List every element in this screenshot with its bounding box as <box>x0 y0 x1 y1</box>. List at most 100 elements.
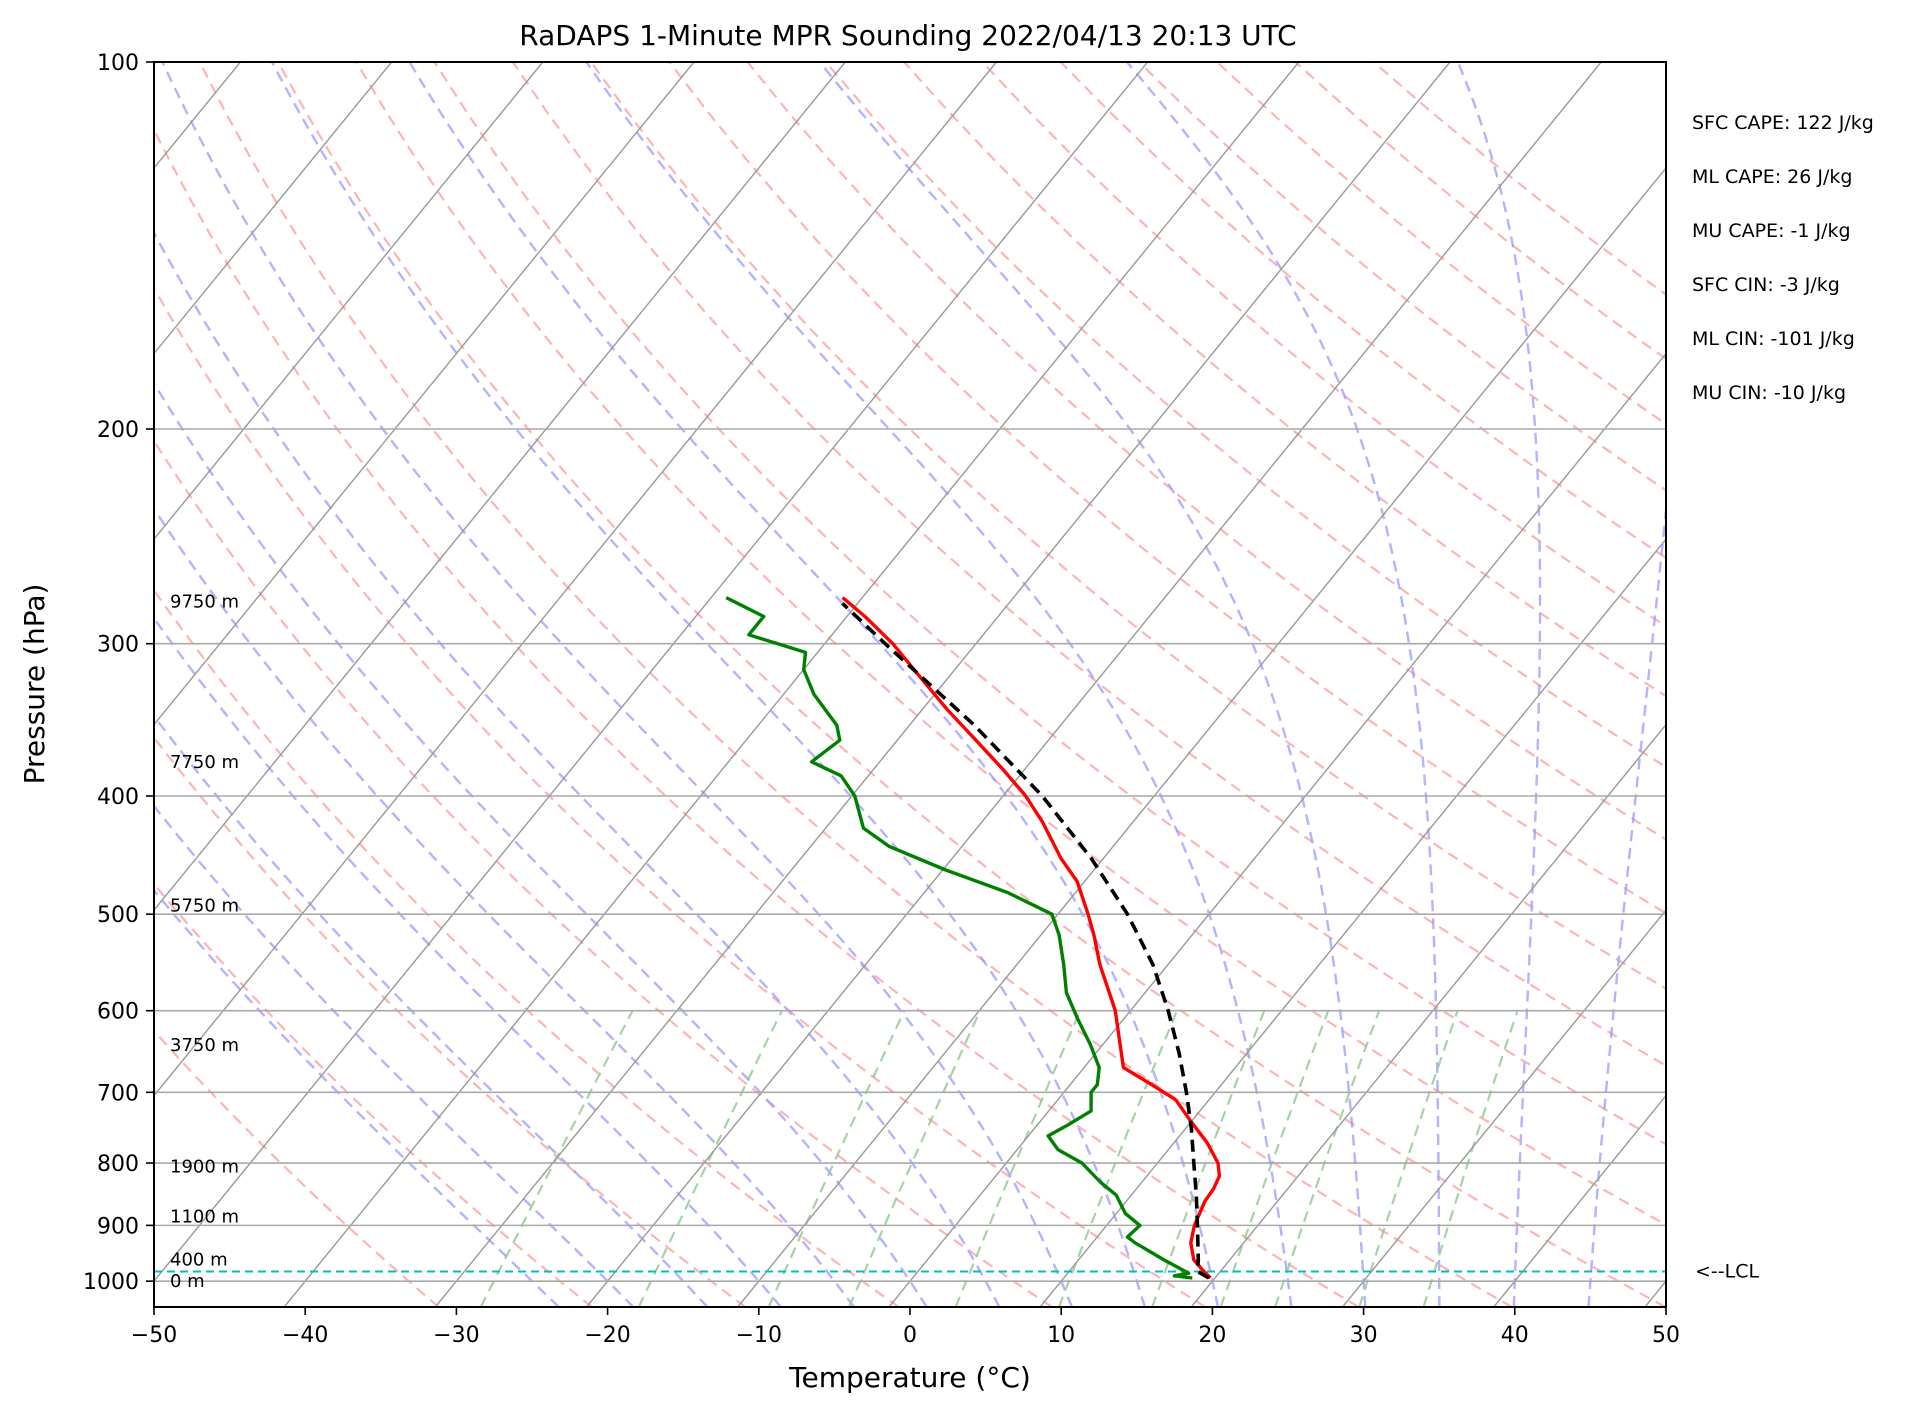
moist-adiabat <box>585 62 1293 1307</box>
height-label: 0 m <box>170 1271 205 1292</box>
series-line-2 <box>725 596 1193 1280</box>
x-tick-label: 20 <box>1198 1323 1226 1348</box>
isobars <box>154 62 1666 1282</box>
mixing-ratio-line <box>1219 1010 1330 1307</box>
y-tick-label: 900 <box>97 1214 139 1239</box>
isotherm <box>154 62 544 541</box>
dry-adiabat <box>511 62 1666 1067</box>
moist-adiabat <box>161 62 1074 1307</box>
y-tick-label: 1000 <box>83 1270 139 1295</box>
stat-line: MU CAPE: -1 J/kg <box>1692 220 1851 242</box>
moist-adiabat <box>154 888 560 1307</box>
isotherm <box>1039 537 1666 1307</box>
chart-title: RaDAPS 1-Minute MPR Sounding 2022/04/13 … <box>519 19 1296 52</box>
moist-adiabat <box>1456 62 1542 1307</box>
dry-adiabat <box>903 62 1666 698</box>
moist-adiabat <box>154 506 855 1307</box>
dry-adiabats <box>154 62 1666 1307</box>
isotherm <box>586 62 1602 1307</box>
isotherm <box>154 62 393 355</box>
mixing-ratio-line <box>1151 1010 1266 1307</box>
lcl-label: <--LCL <box>1695 1261 1759 1283</box>
y-tick-label: 500 <box>97 903 139 928</box>
height-label: 1100 m <box>170 1206 239 1227</box>
mixing-ratio-line <box>767 1010 906 1307</box>
sounding-profiles <box>725 596 1222 1280</box>
x-tick-label: −40 <box>282 1323 328 1348</box>
height-label: 1900 m <box>170 1156 239 1177</box>
dry-adiabat <box>1216 62 1666 426</box>
y-tick-label: 100 <box>97 51 139 76</box>
dry-adiabat <box>154 882 593 1307</box>
dry-adiabat <box>1372 62 1666 296</box>
isotherm <box>737 166 1666 1307</box>
isotherm <box>888 352 1666 1307</box>
stat-line: MU CIN: -10 J/kg <box>1692 382 1846 404</box>
y-tick-label: 200 <box>97 418 139 443</box>
moist-adiabat <box>1125 62 1441 1307</box>
dry-adiabat <box>590 62 1666 990</box>
dry-adiabat <box>981 62 1666 628</box>
moist-adiabat <box>270 62 1146 1307</box>
x-tick-label: −50 <box>131 1323 177 1348</box>
dry-adiabat <box>824 62 1666 769</box>
stat-line: ML CAPE: 26 J/kg <box>1692 166 1852 188</box>
mixing-ratio-line <box>954 1010 1082 1307</box>
mixing-ratio-line <box>479 1010 634 1307</box>
series-line-1 <box>841 596 1222 1280</box>
dry-adiabat <box>198 62 1513 1307</box>
height-label: 7750 m <box>170 752 239 773</box>
mixing-ratio-lines <box>479 1010 1519 1307</box>
x-tick-label: −20 <box>584 1323 630 1348</box>
x-tick-label: 30 <box>1350 1323 1378 1348</box>
dry-adiabat <box>154 286 1206 1307</box>
isotherm <box>154 62 997 1097</box>
isotherm <box>154 62 846 912</box>
dry-adiabat <box>668 62 1666 915</box>
moist-adiabat <box>1587 498 1666 1307</box>
dry-adiabat <box>154 127 1360 1307</box>
y-axis: 100 200 300 400 500 600 700 800 900 1000 <box>83 51 154 1295</box>
dry-adiabat <box>154 735 747 1307</box>
moist-adiabat <box>154 230 1001 1307</box>
moist-adiabats <box>154 62 1666 1307</box>
dry-adiabat <box>433 62 1666 1146</box>
isotherm <box>1493 1094 1666 1307</box>
height-label: 5750 m <box>170 896 239 917</box>
mixing-ratio-line <box>1274 1010 1381 1307</box>
moist-adiabat <box>154 381 928 1307</box>
isotherm <box>1190 723 1666 1307</box>
x-axis-label: Temperature (°C) <box>788 1361 1031 1394</box>
moist-adiabat <box>154 804 635 1307</box>
height-labels: 9750 m 7750 m 5750 m 3750 m 1900 m 1100 m 400 … <box>170 591 239 1292</box>
stat-line: ML CIN: -101 J/kg <box>1692 328 1855 350</box>
y-tick-label: 600 <box>97 1000 139 1025</box>
dry-adiabat <box>277 62 1666 1307</box>
y-tick-label: 400 <box>97 785 139 810</box>
dry-adiabat <box>1138 62 1666 492</box>
isotherm <box>1644 1280 1666 1307</box>
x-tick-label: −10 <box>736 1323 782 1348</box>
stats-panel: SFC CAPE: 122 J/kg ML CAPE: 26 J/kg MU CAP… <box>1692 112 1874 404</box>
moist-adiabat <box>818 62 1367 1307</box>
dry-adiabat <box>154 438 1053 1307</box>
isotherm <box>283 62 1300 1307</box>
isotherm <box>154 62 695 726</box>
x-tick-label: 50 <box>1652 1323 1680 1348</box>
mixing-ratio-line <box>848 1010 982 1307</box>
y-tick-label: 300 <box>97 633 139 658</box>
height-label: 400 m <box>170 1250 228 1271</box>
dry-adiabat <box>154 588 900 1307</box>
moist-adiabat <box>154 616 782 1307</box>
mixing-ratio-line <box>637 1010 783 1307</box>
dry-adiabat <box>154 1029 440 1307</box>
height-label: 3750 m <box>170 1035 239 1056</box>
isotherm <box>154 62 1149 1283</box>
x-tick-label: −30 <box>433 1323 479 1348</box>
mixing-ratio-line <box>1358 1010 1459 1307</box>
x-tick-label: 40 <box>1501 1323 1529 1348</box>
isotherm <box>434 62 1451 1307</box>
y-tick-label: 800 <box>97 1152 139 1177</box>
moist-adiabat <box>408 62 1220 1307</box>
